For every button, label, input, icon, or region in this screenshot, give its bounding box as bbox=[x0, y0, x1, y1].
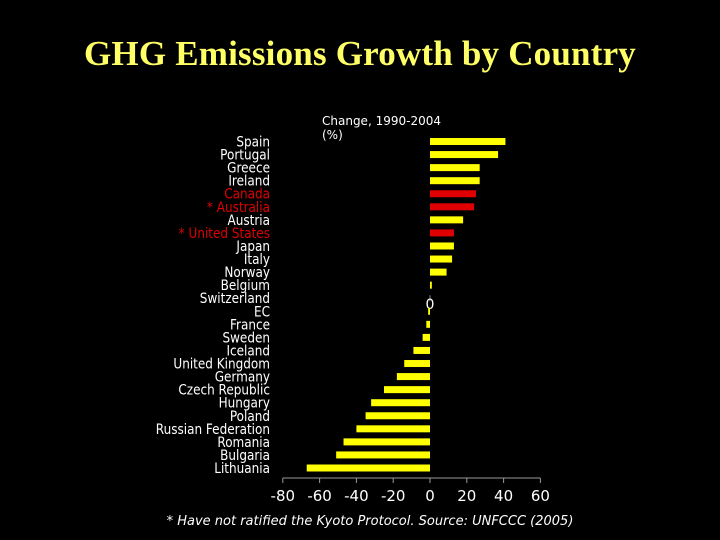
category-label: Spain bbox=[236, 135, 270, 151]
category-label: Poland bbox=[230, 409, 270, 425]
zero-value-label: 0 bbox=[426, 297, 435, 313]
bar bbox=[384, 386, 430, 394]
category-label: Hungary bbox=[219, 396, 271, 412]
slide-title: GHG Emissions Growth by Country bbox=[83, 34, 637, 73]
bar bbox=[430, 229, 454, 237]
category-label: Norway bbox=[224, 265, 270, 281]
category-label: Greece bbox=[227, 161, 270, 177]
bar bbox=[430, 177, 480, 185]
bar bbox=[413, 346, 430, 354]
x-tick-label: -60 bbox=[307, 487, 332, 505]
bars: 0 bbox=[306, 138, 506, 472]
bar bbox=[430, 164, 480, 172]
bar bbox=[336, 451, 430, 459]
bar bbox=[365, 412, 430, 420]
category-label: EC bbox=[254, 304, 270, 320]
category-label: * United States bbox=[179, 226, 270, 242]
x-tick-label: -40 bbox=[344, 487, 369, 505]
category-label: Switzerland bbox=[200, 291, 270, 307]
category-label: France bbox=[230, 318, 270, 334]
bar bbox=[371, 399, 430, 407]
bar bbox=[356, 425, 430, 433]
bar bbox=[430, 216, 464, 224]
bar bbox=[428, 307, 430, 315]
x-tick-label: -20 bbox=[381, 487, 406, 505]
category-label: Iceland bbox=[226, 344, 270, 360]
bar bbox=[430, 268, 447, 276]
category-label: Germany bbox=[215, 370, 271, 386]
category-label: Lithuania bbox=[214, 461, 270, 477]
chart-title-line: Change, 1990-2004 bbox=[322, 114, 441, 128]
category-label: Russian Federation bbox=[156, 422, 270, 438]
bar bbox=[430, 203, 475, 211]
bar bbox=[306, 464, 430, 472]
x-tick-label: 20 bbox=[457, 487, 476, 505]
bar bbox=[430, 190, 476, 198]
bar bbox=[422, 333, 430, 341]
bar bbox=[404, 360, 430, 368]
category-label: Czech Republic bbox=[178, 383, 270, 399]
category-label: * Australia bbox=[207, 200, 270, 216]
x-tick-label: 40 bbox=[494, 487, 513, 505]
category-label: Ireland bbox=[228, 174, 270, 190]
x-tick-label: -80 bbox=[271, 487, 296, 505]
chart-title: Change, 1990-2004(%) bbox=[322, 114, 441, 142]
category-label: United Kingdom bbox=[173, 357, 270, 373]
bar bbox=[430, 242, 454, 250]
x-tick-label: 60 bbox=[531, 487, 550, 505]
bar bbox=[430, 255, 453, 263]
bar bbox=[430, 281, 432, 289]
chart-title-line: (%) bbox=[322, 128, 343, 142]
category-label: Japan bbox=[236, 239, 270, 255]
x-axis: -80 -60 -40 -20 0 20 40 60 bbox=[271, 477, 550, 505]
category-label: Italy bbox=[244, 252, 270, 268]
category-label: Belgium bbox=[221, 278, 270, 294]
category-label: Canada bbox=[224, 187, 270, 203]
bar bbox=[343, 438, 430, 446]
category-label: Portugal bbox=[220, 148, 270, 164]
bar bbox=[430, 138, 506, 145]
category-label: Bulgaria bbox=[220, 448, 270, 464]
category-label: Austria bbox=[227, 213, 270, 229]
category-label: Romania bbox=[217, 435, 270, 451]
x-tick-label: 0 bbox=[425, 487, 435, 505]
category-label: Sweden bbox=[222, 331, 270, 347]
bar bbox=[426, 320, 430, 328]
source-footnote: * Have not ratified the Kyoto Protocol. … bbox=[166, 514, 574, 529]
bar bbox=[430, 151, 499, 159]
bar bbox=[396, 373, 430, 381]
